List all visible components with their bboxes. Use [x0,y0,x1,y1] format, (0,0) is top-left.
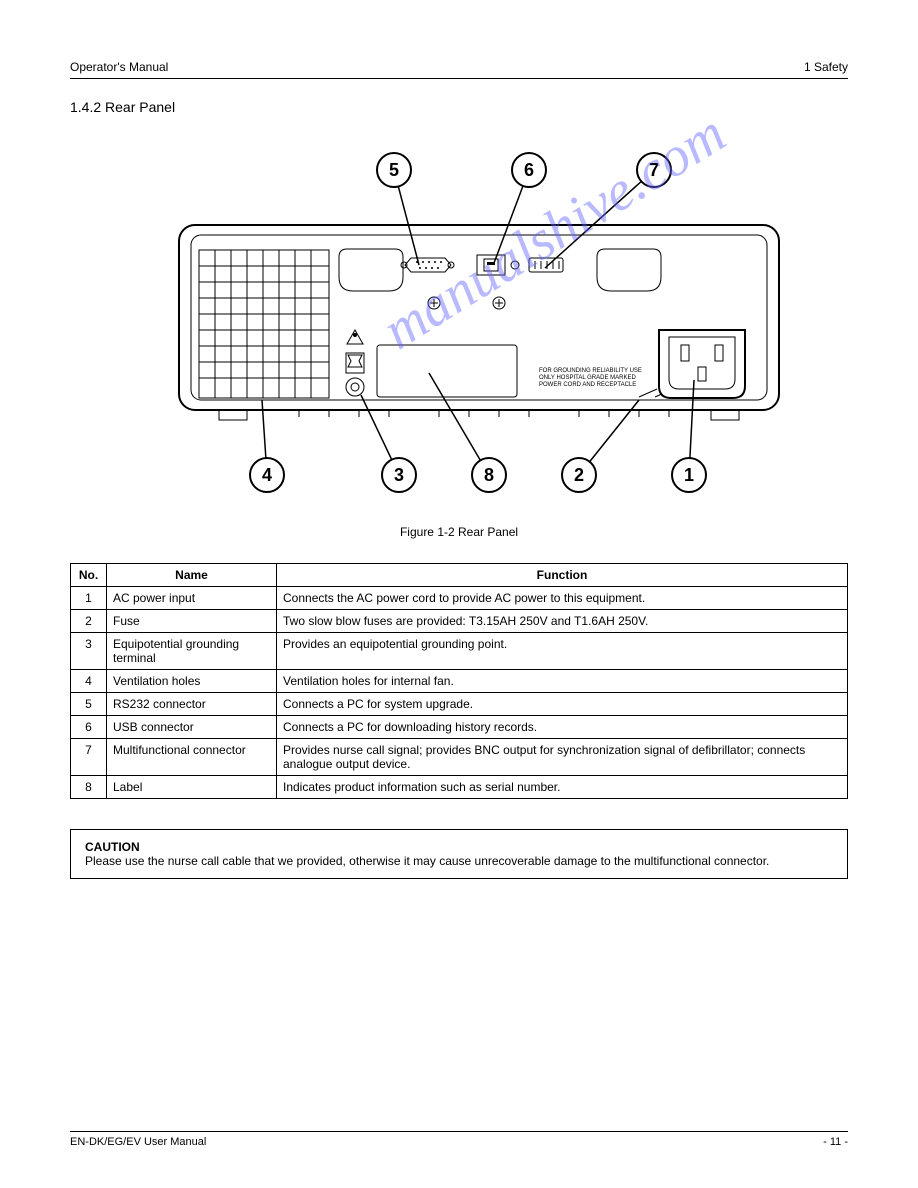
ac-power-inlet [659,330,745,398]
table-row: 8LabelIndicates product information such… [71,776,848,799]
cell-no: 1 [71,587,107,610]
footer-right: - 11 - [823,1136,848,1148]
cell-no: 3 [71,633,107,670]
grounding-warning-2: ONLY HOSPITAL GRADE MARKED [539,375,636,381]
page-footer: EN-DK/EG/EV User Manual - 11 - [70,1131,848,1148]
caution-text: Please use the nurse call cable that we … [85,854,833,868]
figure-caption: Figure 1-2 Rear Panel [70,525,848,539]
cell-no: 7 [71,739,107,776]
cell-name: Equipotential grounding terminal [107,633,277,670]
rear-panel-diagram: FOR GROUNDING RELIABILITY USE ONLY HOSPI… [99,135,819,515]
svg-text:1: 1 [684,465,694,485]
caution-label: CAUTION [85,840,140,854]
cell-no: 6 [71,716,107,739]
grounding-warning-3: POWER CORD AND RECEPTACLE [539,382,636,388]
cell-name: RS232 connector [107,693,277,716]
grounding-warning-1: FOR GROUNDING RELIABILITY USE [539,368,642,374]
svg-text:3: 3 [394,465,404,485]
cell-function: Provides an equipotential grounding poin… [277,633,848,670]
cell-no: 2 [71,610,107,633]
cell-function: Indicates product information such as se… [277,776,848,799]
table-row: 6USB connectorConnects a PC for download… [71,716,848,739]
col-header-no: No. [71,564,107,587]
cell-no: 4 [71,670,107,693]
table-row: 2FuseTwo slow blow fuses are provided: T… [71,610,848,633]
cell-function: Two slow blow fuses are provided: T3.15A… [277,610,848,633]
svg-text:6: 6 [524,160,534,180]
header-right: 1 Safety [804,60,848,74]
header-left: Operator's Manual [70,60,168,74]
cell-no: 5 [71,693,107,716]
svg-text:5: 5 [389,160,399,180]
table-row: 5RS232 connectorConnects a PC for system… [71,693,848,716]
table-row: 1AC power inputConnects the AC power cor… [71,587,848,610]
cell-name: Fuse [107,610,277,633]
table-row: 3Equipotential grounding terminalProvide… [71,633,848,670]
header-rule [70,78,848,79]
parts-table: No. Name Function 1AC power inputConnect… [70,563,848,799]
cell-name: Multifunctional connector [107,739,277,776]
section-title: 1.4.2 Rear Panel [70,99,848,115]
cell-name: Ventilation holes [107,670,277,693]
footer-left: EN-DK/EG/EV User Manual [70,1136,206,1148]
cell-function: Ventilation holes for internal fan. [277,670,848,693]
table-row: 7Multifunctional connectorProvides nurse… [71,739,848,776]
cell-no: 8 [71,776,107,799]
svg-text:8: 8 [484,465,494,485]
col-header-function: Function [277,564,848,587]
cell-name: AC power input [107,587,277,610]
col-header-name: Name [107,564,277,587]
cell-function: Connects a PC for system upgrade. [277,693,848,716]
svg-text:4: 4 [262,465,272,485]
table-row: 4Ventilation holesVentilation holes for … [71,670,848,693]
cell-name: Label [107,776,277,799]
cell-function: Provides nurse call signal; provides BNC… [277,739,848,776]
svg-text:7: 7 [649,160,659,180]
cell-function: Connects a PC for downloading history re… [277,716,848,739]
svg-text:2: 2 [574,465,584,485]
cell-function: Connects the AC power cord to provide AC… [277,587,848,610]
cell-name: USB connector [107,716,277,739]
caution-box: CAUTION Please use the nurse call cable … [70,829,848,879]
